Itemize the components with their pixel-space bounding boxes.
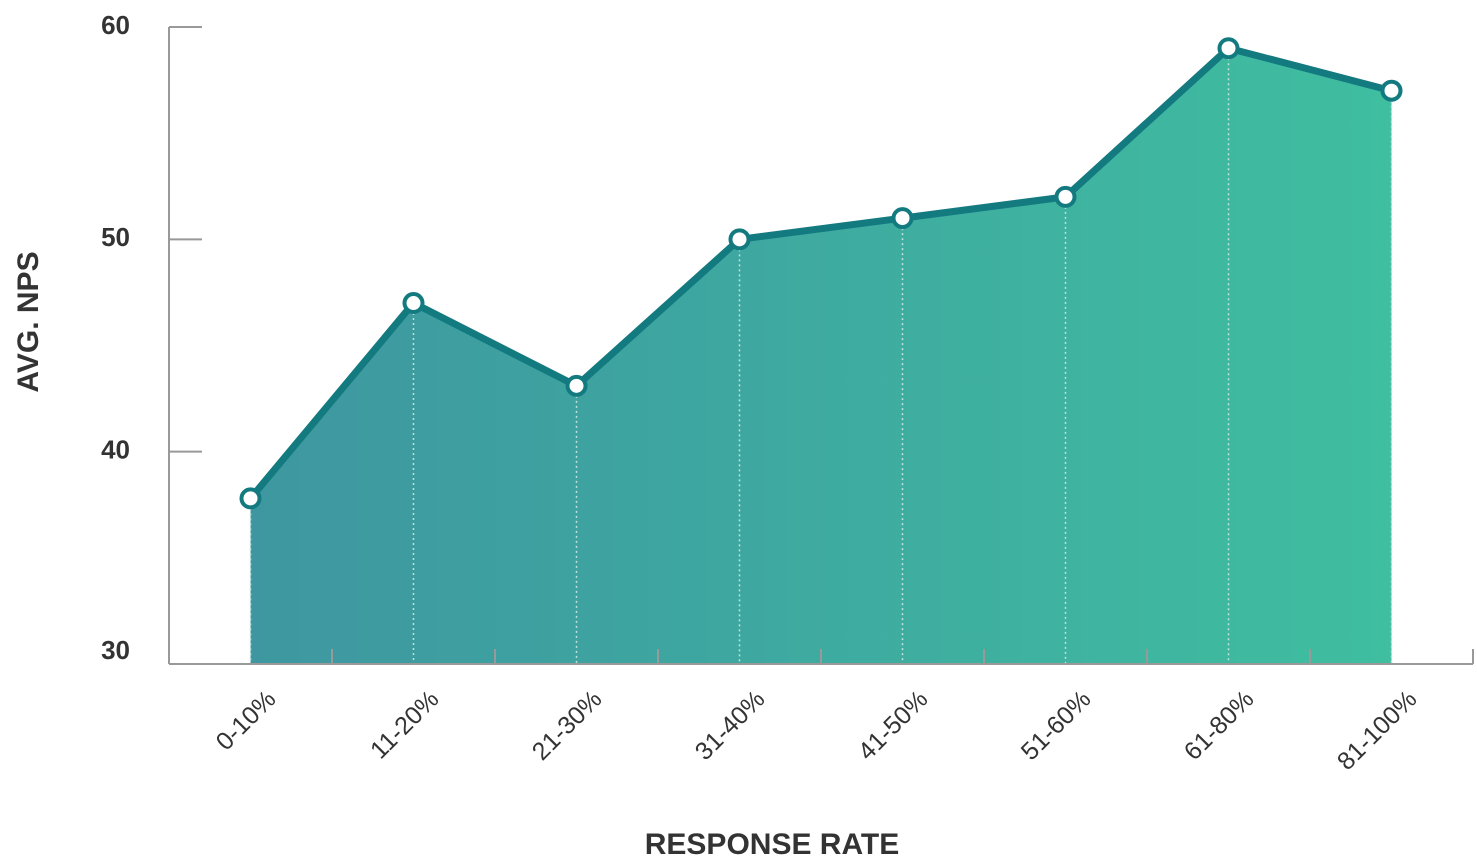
line <box>247 44 1393 501</box>
x-tick-label: 21-30% <box>527 685 608 766</box>
point <box>1054 185 1077 208</box>
x-tick-label: 0-10% <box>211 685 282 756</box>
x-tick-label: 11-20% <box>365 685 444 764</box>
point <box>565 374 588 397</box>
y-tick-label: 30 <box>101 635 130 665</box>
point <box>239 487 262 510</box>
point <box>728 228 751 251</box>
x-tick-label: 81-100% <box>1332 685 1423 776</box>
x-axis-title: RESPONSE RATE <box>645 828 900 861</box>
point <box>1217 37 1240 60</box>
y-tick-label: 40 <box>101 435 130 465</box>
point <box>891 207 914 230</box>
x-tick-label: 51-60% <box>1016 685 1097 766</box>
x-tick-label: 31-40% <box>690 685 771 766</box>
y-tick-label: 50 <box>101 222 130 252</box>
point <box>1380 79 1403 102</box>
y-axis-title: AVG. NPS <box>12 251 45 392</box>
y-tick-label: 60 <box>101 10 130 40</box>
area <box>250 48 1392 664</box>
x-tick-label: 41-50% <box>853 685 934 766</box>
point <box>402 292 425 315</box>
x-tick-label: 61-80% <box>1179 685 1260 766</box>
